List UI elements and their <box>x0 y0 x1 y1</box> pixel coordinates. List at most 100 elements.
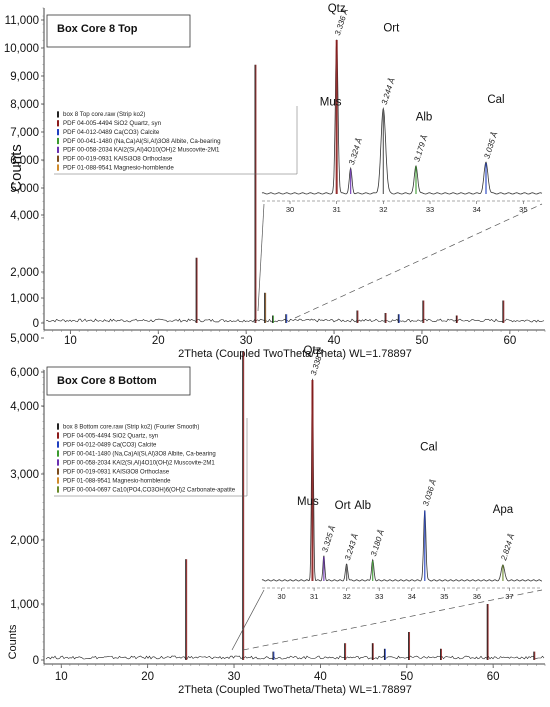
x-tick-label: 10 <box>64 335 77 347</box>
x-tick-label: 30 <box>240 335 253 347</box>
legend-swatch <box>57 486 59 493</box>
inset-mineral-label: Apa <box>493 504 514 516</box>
x-tick-label: 50 <box>416 335 429 347</box>
inset-d-spacing-label: 3.036 Å <box>421 478 438 507</box>
inset-mineral-label: Alb <box>416 111 433 123</box>
y-tick-label: 9,000 <box>10 71 39 83</box>
x-axis-label: 2Theta (Coupled TwoTheta/Theta) WL=1.788… <box>178 684 412 696</box>
zoom-connector <box>231 589 265 651</box>
legend-entry: PDF 00-041-1480 (Na,Ca)Al(Si,Al)3O8 Albi… <box>63 138 221 145</box>
legend-entry: PDF 00-004-0697 Ca10(PO4,CO3OH)6(OH)2 Ca… <box>63 487 236 493</box>
legend-swatch <box>57 111 59 118</box>
x-tick-label: 40 <box>328 335 341 347</box>
inset-d-spacing-label: 3.180 Å <box>369 529 386 558</box>
y-tick-label: 4,000 <box>10 401 39 413</box>
y-tick-label: 6,000 <box>10 155 39 167</box>
y-tick-label: 7,000 <box>10 127 39 139</box>
inset-mineral-label: Mus <box>297 496 319 508</box>
inset-mineral-label: Qtz <box>328 3 346 15</box>
legend-swatch <box>57 137 59 145</box>
inset-mineral-label: Cal <box>420 442 437 454</box>
y-tick-label: 2,000 <box>10 535 39 547</box>
legend-entry: PDF 01-088-9541 Magnesio-hornblende <box>63 164 174 171</box>
inset-tick-label: 33 <box>375 592 383 601</box>
inset-tick-label: 36 <box>473 592 481 601</box>
legend-entry: PDF 04-005-4494 SiO2 Quartz, syn <box>63 433 158 439</box>
x-tick-label: 50 <box>400 671 413 683</box>
inset-trace <box>261 39 543 195</box>
legend-swatch <box>57 477 59 484</box>
chart-panel-1: 0 1,000 2,000 3,000 4,000 5,000 6,000 10 20 30 40 5… <box>7 333 546 696</box>
legend-entry: PDF 00-058-2034 KAl2(Si,Al)4O10(OH)2 Mus… <box>63 460 215 466</box>
inset-tick-label: 35 <box>519 205 527 214</box>
inset-tick-label: 31 <box>310 592 318 601</box>
legend: box 8 Top core.raw (Strip ko2) PDF 04-005… <box>54 106 298 175</box>
inset-d-spacing-label: 3.035 Å <box>482 131 499 160</box>
legend-swatch <box>57 432 59 439</box>
inset-tick-label: 33 <box>426 205 434 214</box>
y-tick-label: 0 <box>33 318 39 330</box>
legend-swatch <box>57 459 59 466</box>
x-tick-label: 10 <box>55 671 68 683</box>
x-tick-label: 60 <box>503 335 516 347</box>
inset-mineral-label: Cal <box>487 94 504 106</box>
y-tick-label: 5,000 <box>10 333 39 345</box>
x-tick-label: 40 <box>314 671 327 683</box>
chart-title: Box Core 8 Top <box>57 23 138 35</box>
y-tick-label: 11,000 <box>5 15 39 27</box>
inset-d-spacing-label: 3.243 Å <box>343 533 360 562</box>
x-tick-label: 30 <box>228 671 241 683</box>
x-tick-label: 60 <box>487 671 500 683</box>
inset-d-spacing-label: 2.824 Å <box>499 533 516 563</box>
chart-title: Box Core 8 Bottom <box>57 375 157 387</box>
inset-tick-label: 30 <box>277 592 285 601</box>
inset-tick-label: 32 <box>379 205 387 214</box>
inset-tick-label: 34 <box>472 205 480 214</box>
legend-swatch <box>57 423 59 430</box>
legend-swatch <box>57 450 59 457</box>
legend-entry: PDF 00-019-0931 KAlSi3O8 Orthoclase <box>63 469 170 475</box>
legend-swatch <box>57 164 59 171</box>
inset-mineral-label: Alb <box>354 500 371 512</box>
chart-panel-0: 0 1,000 2,000 4,000 5,000 6,000 7,000 8,000 9,00… <box>4 3 546 360</box>
legend-entry: PDF 00-041-1480 (Na,Ca)Al(Si,Al)3O8 Albi… <box>63 451 216 457</box>
legend-swatch <box>57 441 59 448</box>
legend-entry: box 8 Bottom core.raw (Strip ko2) (Fouri… <box>63 424 199 430</box>
legend-swatch <box>57 468 59 475</box>
y-tick-label: 6,000 <box>10 367 39 379</box>
x-tick-label: 20 <box>152 335 165 347</box>
diffraction-trace <box>45 318 545 323</box>
y-tick-label: 5,000 <box>10 183 39 195</box>
y-tick-label: 2,000 <box>10 267 39 279</box>
inset-tick-label: 37 <box>505 592 513 601</box>
x-axis-label: 2Theta (Coupled TwoTheta/Theta) WL=1.788… <box>178 348 412 360</box>
inset-tick-label: 30 <box>286 205 294 214</box>
inset-trace <box>261 378 542 582</box>
inset-tick-label: 34 <box>408 592 416 601</box>
inset-tick-label: 31 <box>332 205 340 214</box>
legend: box 8 Bottom core.raw (Strip ko2) (Fouri… <box>54 418 248 497</box>
y-tick-label: 8,000 <box>10 99 39 111</box>
legend-entry: PDF 01-088-9541 Magnesio-hornblende <box>63 478 171 484</box>
legend-swatch <box>57 120 59 127</box>
legend-entry: box 8 Top core.raw (Strip ko2) <box>63 111 145 118</box>
inset-mineral-label: Qtz <box>304 345 322 357</box>
inset-mineral-label: Ort <box>335 500 352 512</box>
legend-swatch <box>57 146 59 153</box>
legend-swatch <box>57 155 59 162</box>
zoom-connector <box>294 203 543 319</box>
inset-d-spacing-label: 3.244 Å <box>380 77 397 106</box>
inset-d-spacing-label: 3.325 Å <box>320 524 337 553</box>
y-tick-label: 1,000 <box>10 293 39 305</box>
y-tick-label: 4,000 <box>10 210 39 222</box>
x-tick-label: 20 <box>141 671 154 683</box>
y-axis-label: Counts <box>7 624 19 659</box>
y-tick-label: 0 <box>33 655 39 667</box>
inset-d-spacing-label: 3.324 Å <box>347 137 364 166</box>
y-tick-label: 10,000 <box>4 43 39 55</box>
zoom-connector <box>257 203 265 312</box>
legend-swatch <box>57 129 59 136</box>
y-tick-label: 3,000 <box>10 469 39 481</box>
